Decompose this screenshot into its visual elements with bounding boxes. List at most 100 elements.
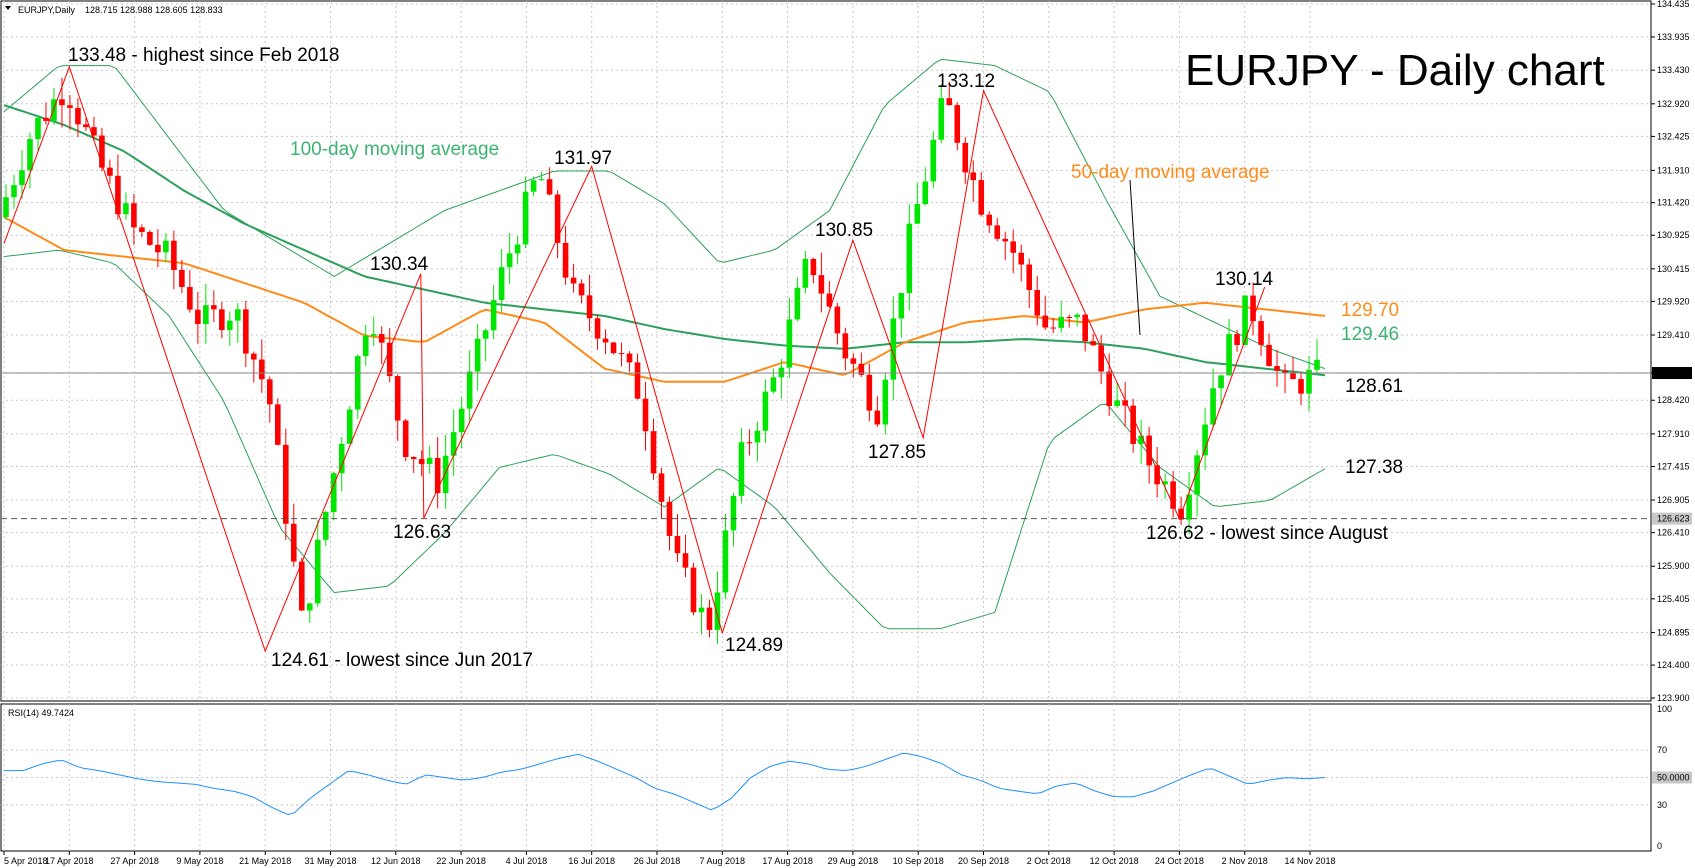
candle-body — [107, 167, 113, 176]
candle-body — [826, 293, 833, 307]
candle-body — [59, 99, 65, 106]
candle-body — [386, 342, 393, 377]
candle-body — [274, 404, 281, 445]
candle-body — [586, 295, 593, 319]
price-tick-label: 124.895 — [1657, 627, 1690, 637]
candle-body — [354, 356, 361, 410]
date-tick-label: 20 Sep 2018 — [958, 856, 1009, 866]
candle-body — [179, 269, 185, 288]
candle-body — [642, 398, 649, 432]
candle-body — [1154, 465, 1160, 485]
candle-body — [1018, 252, 1025, 265]
price-axis: 134.435 133.935 133.430 132.920 132.425 131.9… — [1651, 0, 1690, 703]
candle-body — [522, 191, 529, 245]
candle-body — [890, 318, 897, 380]
rsi-current-box — [1652, 771, 1692, 784]
price-tick-label: 124.400 — [1657, 660, 1690, 670]
ma50-value: 129.70 — [1341, 300, 1399, 321]
candle-body — [578, 283, 585, 296]
current-price-box — [1652, 367, 1692, 380]
candle-body — [243, 309, 249, 354]
candle-body — [626, 353, 633, 363]
ma100-value: 129.46 — [1341, 324, 1399, 345]
candle-body — [690, 567, 697, 613]
candle-body — [794, 287, 801, 320]
price-tick-label: 131.910 — [1657, 165, 1690, 175]
candle-body — [738, 442, 745, 496]
candle-body — [235, 309, 241, 321]
annotation-low-oct: 126.62 - lowest since August — [1146, 523, 1389, 544]
candle-body — [203, 305, 209, 325]
candle-body — [1034, 290, 1041, 316]
candle-body — [506, 253, 513, 268]
candle-body — [1274, 365, 1280, 371]
dropdown-arrow-icon[interactable] — [5, 6, 11, 10]
candle-body — [43, 117, 49, 121]
rsi-current-label: 50.0000 — [1657, 773, 1690, 783]
candle-body — [3, 197, 9, 218]
candle-body — [362, 335, 369, 357]
candle-body — [314, 539, 321, 604]
candle-body — [850, 358, 857, 364]
candle-body — [930, 139, 937, 182]
price-tick-label: 131.420 — [1657, 198, 1690, 208]
date-tick-label: 14 Nov 2018 — [1284, 856, 1335, 866]
candle-body — [147, 231, 153, 245]
candle-body — [434, 457, 441, 494]
candle-body — [634, 362, 641, 399]
ma50-line — [3, 216, 1326, 383]
date-tick-label: 21 May 2018 — [239, 856, 291, 866]
price-tick-label: 130.415 — [1657, 264, 1690, 274]
candle-body — [1266, 344, 1272, 366]
candle-body — [306, 603, 313, 611]
candle-body — [338, 443, 345, 474]
candle-body — [1210, 388, 1216, 425]
candle-body — [762, 391, 769, 431]
candle-body — [482, 330, 489, 339]
candle-body — [994, 225, 1001, 239]
candle-body — [474, 338, 481, 372]
date-tick-label: 12 Oct 2018 — [1090, 856, 1139, 866]
ma100-line — [3, 104, 1326, 377]
annotation-high-apr: 133.48 - highest since Feb 2018 — [68, 45, 339, 66]
candle-body — [498, 267, 505, 301]
candle-body — [410, 456, 417, 460]
annotation-high-aug: 130.85 — [815, 220, 873, 241]
candle-body — [290, 523, 297, 562]
candle-body — [1258, 321, 1264, 345]
date-tick-label: 9 May 2018 — [176, 856, 223, 866]
candle-body — [1074, 314, 1080, 318]
candle-body — [570, 277, 577, 284]
date-tick-label: 2 Nov 2018 — [1222, 856, 1268, 866]
price-tick-label: 132.920 — [1657, 99, 1690, 109]
date-tick-label: 22 Jun 2018 — [436, 856, 486, 866]
rsi-tick-label: 100 — [1657, 704, 1672, 714]
candle-body — [91, 127, 97, 136]
candle-body — [986, 214, 993, 226]
support-line: 126.623 128.833 — [1, 367, 1692, 525]
candle-body — [322, 511, 329, 540]
date-tick-label: 10 Sep 2018 — [893, 856, 944, 866]
candle-body — [722, 530, 729, 593]
date-tick-label: 26 Jul 2018 — [634, 856, 681, 866]
candle-body — [954, 105, 961, 143]
candle-body — [259, 359, 265, 380]
candle-body — [802, 258, 809, 288]
candle-body — [1066, 316, 1072, 318]
candle-body — [562, 242, 569, 278]
candle-body — [139, 227, 145, 232]
candle-body — [842, 333, 849, 359]
candle-body — [19, 170, 25, 186]
candle-body — [27, 139, 33, 171]
candle-body — [1202, 424, 1208, 456]
candle-body — [1186, 494, 1192, 520]
annotation-low-may: 124.61 - lowest since Jun 2017 — [271, 650, 533, 671]
candle-body — [1058, 316, 1064, 328]
candle-body — [706, 607, 713, 630]
symbol-label: EURJPY,Daily — [18, 5, 75, 15]
support-price-box — [1652, 512, 1692, 525]
candle-body — [195, 309, 201, 325]
candle-body — [251, 353, 257, 360]
annotation-low-sep: 127.85 — [868, 442, 926, 463]
